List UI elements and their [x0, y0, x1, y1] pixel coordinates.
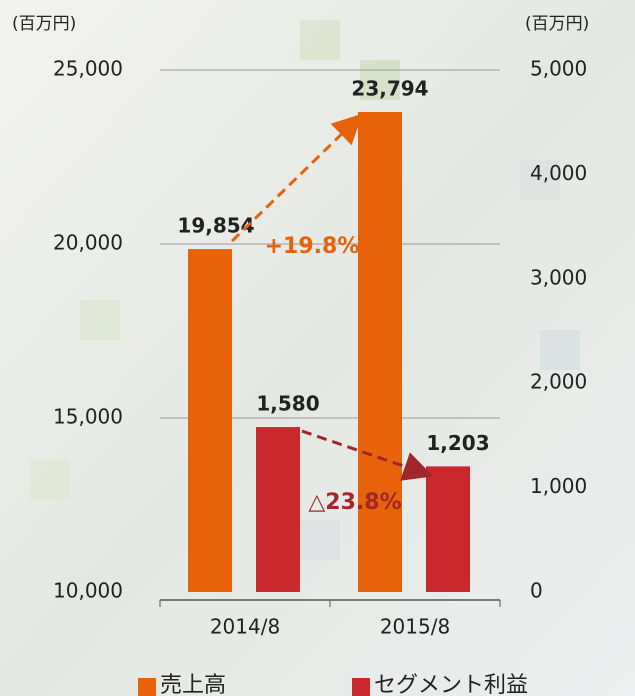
y2-tick-label: 3,000	[530, 265, 587, 289]
bar	[426, 466, 470, 592]
y-unit-label: (百万円)	[12, 14, 76, 34]
annotation: △23.8%	[308, 490, 401, 515]
data-label: 23,794	[351, 76, 428, 100]
x-tick-label: 2015/8	[380, 615, 450, 639]
change-arrow	[230, 113, 363, 243]
data-label: 1,580	[256, 392, 319, 416]
change-arrow	[301, 429, 434, 481]
background-mosaic	[30, 20, 580, 560]
legend-swatch	[138, 678, 156, 696]
data-label: 19,854	[177, 214, 254, 238]
y-tick-label: 20,000	[53, 231, 123, 255]
y-tick-label: 10,000	[53, 579, 123, 603]
y2-tick-label: 0	[530, 579, 543, 603]
y2-tick-label: 1,000	[530, 474, 587, 498]
y2-unit-label: (百万円)	[525, 14, 589, 34]
bar	[188, 249, 232, 592]
y2-tick-label: 4,000	[530, 161, 587, 185]
y2-tick-label: 2,000	[530, 370, 587, 394]
data-label: 1,203	[426, 431, 489, 455]
legend-label: 売上高	[160, 673, 226, 696]
y-tick-label: 15,000	[53, 405, 123, 429]
y-tick-label: 25,000	[53, 57, 123, 81]
bar	[256, 427, 300, 592]
x-tick-label: 2014/8	[210, 615, 280, 639]
annotation: +19.8%	[265, 234, 360, 259]
legend-swatch	[352, 678, 370, 696]
legend-label: セグメント利益	[374, 673, 528, 696]
y2-tick-label: 5,000	[530, 57, 587, 81]
bar	[358, 111, 402, 592]
